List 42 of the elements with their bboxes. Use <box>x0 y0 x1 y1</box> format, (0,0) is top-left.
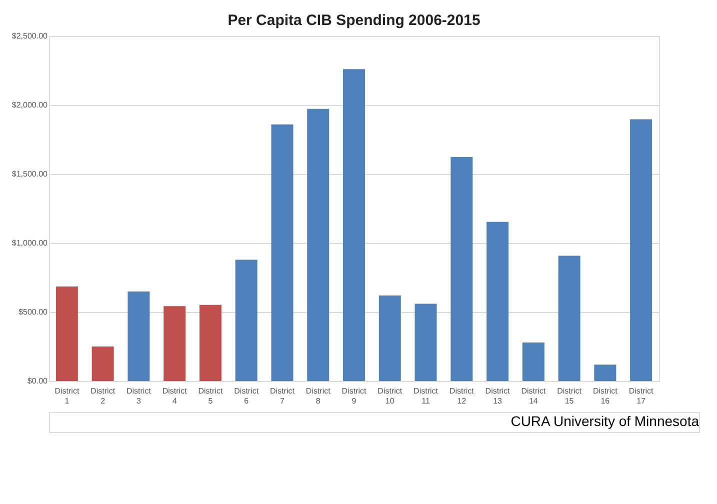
bar <box>522 342 544 381</box>
bar <box>450 157 473 381</box>
y-tick-label: $0.00 <box>27 376 48 386</box>
x-tick-label: District 8 <box>306 386 332 406</box>
y-tick-label: $1,500.00 <box>12 170 48 178</box>
bar <box>164 306 186 381</box>
x-tick-label: District 9 <box>342 386 367 406</box>
y-tick-label: $1,000.00 <box>12 238 48 248</box>
x-tick-label: District 15 <box>557 386 582 406</box>
bar <box>594 364 616 381</box>
x-tick-label: District 11 <box>414 386 439 406</box>
x-tick-label: District 3 <box>126 386 152 406</box>
bar <box>486 222 509 381</box>
bar <box>128 291 150 381</box>
bar <box>307 108 330 381</box>
bar <box>343 69 365 381</box>
x-tick-label: District 5 <box>198 386 224 406</box>
y-tick-label: $2,000.00 <box>12 100 48 110</box>
x-tick-label: District 14 <box>521 386 546 406</box>
y-tick-label: $2,500.00 <box>12 32 48 40</box>
x-tick-label: District 1 <box>54 386 80 406</box>
x-tick-label: District 16 <box>592 386 618 406</box>
y-tick-label: $500.00 <box>18 308 48 316</box>
x-tick-label: District 4 <box>162 386 188 406</box>
bar <box>630 119 652 381</box>
bar <box>92 346 114 381</box>
bar <box>558 256 580 381</box>
x-tick-label: District 6 <box>234 386 260 406</box>
bar <box>56 286 78 381</box>
chart-title: Per Capita CIB Spending 2006-2015 <box>228 12 480 29</box>
x-tick-label: District 17 <box>628 386 654 406</box>
x-tick-label: District 12 <box>449 386 475 406</box>
x-tick-label: District 7 <box>270 386 296 406</box>
bar <box>235 260 258 381</box>
bar <box>199 304 222 381</box>
x-tick-label: District 10 <box>378 386 403 406</box>
bar <box>378 295 401 381</box>
x-tick-label: District 13 <box>485 386 511 406</box>
bar <box>271 124 294 381</box>
text: CURA University of Minnesota <box>510 413 700 429</box>
bar <box>414 304 437 381</box>
x-tick-label: District 2 <box>90 386 116 406</box>
